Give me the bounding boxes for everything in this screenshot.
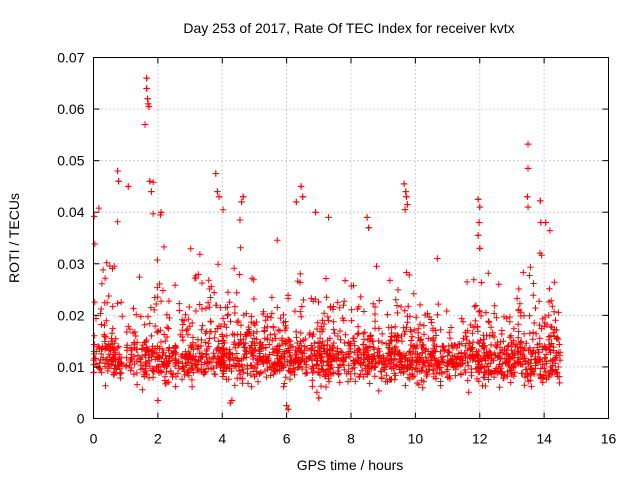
- roti-outlier-point: [524, 193, 531, 200]
- chart-title: Day 253 of 2017, Rate Of TEC Index for r…: [183, 20, 514, 36]
- roti-outlier-point: [285, 406, 292, 413]
- roti-outlier-point: [212, 170, 220, 177]
- roti-outlier-point: [143, 74, 150, 82]
- roti-outlier-point: [145, 103, 153, 110]
- roti-outlier-point: [401, 206, 409, 213]
- roti-outlier-point: [114, 167, 121, 175]
- roti-point-markers: [90, 74, 564, 413]
- roti-outlier-point: [315, 394, 323, 402]
- y-tick-label: 0.03: [57, 256, 84, 272]
- x-tick-label: 6: [283, 431, 291, 447]
- y-axis-label: ROTI / TECUs: [6, 193, 22, 283]
- grid-lines: [93, 57, 609, 419]
- y-tick-label: 0.06: [57, 101, 84, 117]
- roti-outlier-point: [141, 121, 149, 128]
- roti-outlier-point: [293, 198, 300, 206]
- roti-outlier-point: [365, 224, 372, 231]
- roti-outlier-point: [299, 193, 306, 200]
- y-tick-label: 0.01: [57, 359, 84, 375]
- roti-outlier-point: [537, 197, 544, 205]
- x-tick-label: 4: [218, 431, 226, 447]
- roti-outlier-point: [325, 214, 332, 221]
- x-axis-tick-labels: 0 2 4 6 8 10 12 14 16: [90, 431, 617, 447]
- roti-outlier-point: [404, 201, 411, 208]
- roti-outlier-point: [475, 219, 483, 226]
- x-axis-label: GPS time / hours: [297, 457, 404, 473]
- roti-outlier-point: [239, 193, 247, 200]
- roti-outlier-point: [403, 193, 410, 200]
- y-axis-tick-labels: 0 0.01 0.02 0.03 0.04 0.05 0.06 0.07: [57, 50, 84, 427]
- roti-outlier-point: [144, 95, 151, 102]
- roti-outlier-point: [524, 140, 532, 148]
- y-tick-label: 0.04: [57, 204, 84, 220]
- roti-outlier-point: [157, 209, 165, 216]
- roti-outlier-point: [476, 203, 483, 211]
- roti-outlier-point: [148, 188, 155, 195]
- data-points: [90, 74, 564, 413]
- roti-outlier-point: [524, 165, 532, 172]
- roti-outlier-point: [297, 183, 305, 190]
- y-tick-label: 0.05: [57, 153, 84, 169]
- roti-outlier-point: [474, 196, 482, 203]
- roti-outlier-point: [228, 397, 236, 404]
- roti-outlier-point: [363, 214, 371, 221]
- x-tick-label: 0: [90, 431, 98, 447]
- x-tick-label: 12: [472, 431, 488, 447]
- roti-outlier-point: [214, 188, 221, 195]
- x-tick-label: 16: [601, 431, 617, 447]
- x-tick-label: 10: [408, 431, 424, 447]
- roti-outlier-point: [143, 85, 150, 92]
- x-tick-label: 2: [154, 431, 162, 447]
- roti-outlier-point: [125, 183, 132, 190]
- roti-outlier-point: [215, 193, 223, 200]
- y-tick-label: 0.02: [57, 307, 84, 323]
- roti-outlier-point: [154, 397, 162, 404]
- x-tick-label: 14: [536, 431, 552, 447]
- roti-outlier-point: [537, 219, 545, 226]
- roti-outlier-point: [402, 188, 409, 195]
- roti-outlier-point: [236, 216, 244, 224]
- roti-outlier-point: [400, 180, 408, 188]
- roti-outlier-point: [283, 402, 290, 409]
- roti-outlier-point: [474, 232, 482, 239]
- roti-outlier-point: [312, 209, 319, 216]
- y-tick-label: 0: [77, 411, 85, 427]
- roti-outlier-point: [238, 198, 245, 206]
- roti-outlier-point: [115, 178, 122, 185]
- axis-ticks: [93, 57, 609, 419]
- y-tick-label: 0.07: [57, 50, 84, 66]
- roti-outlier-point: [524, 203, 532, 211]
- roti-outlier-point: [146, 178, 154, 185]
- roti-outlier-point: [476, 245, 483, 252]
- x-tick-label: 8: [347, 431, 355, 447]
